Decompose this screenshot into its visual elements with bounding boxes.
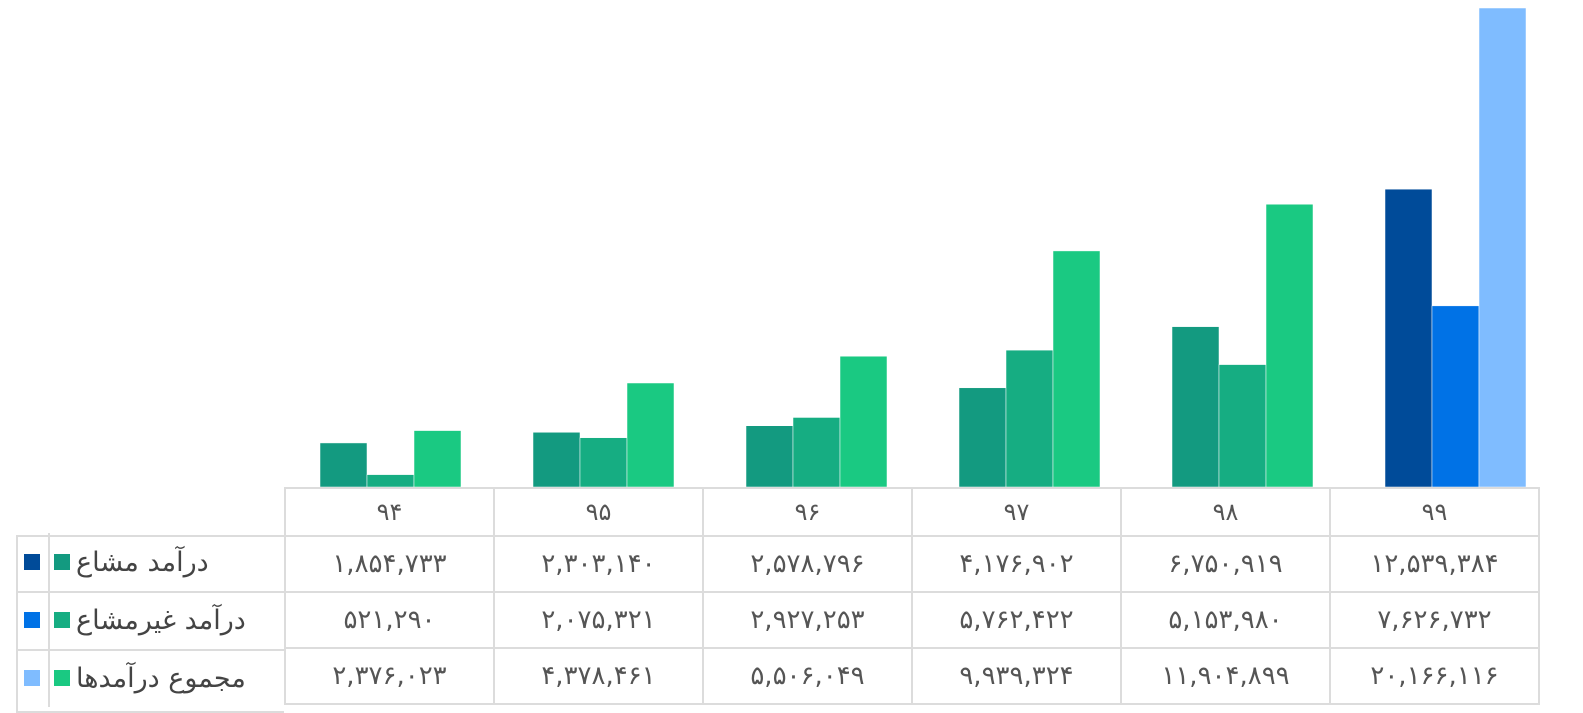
bar-series-3-5: [1478, 7, 1527, 487]
legend-swatch: [54, 554, 70, 570]
data-cell: ۲,۳۰۳,۱۴۰: [493, 535, 704, 593]
bar-series-2-2: [792, 417, 841, 487]
bar-series-2-0: [366, 474, 415, 487]
data-cell: ۵۲۱,۲۹۰: [284, 591, 495, 649]
data-cell: ۵,۵۰۶,۰۴۹: [702, 647, 913, 705]
data-cell: ۵,۱۵۳,۹۸۰: [1120, 591, 1331, 649]
data-cell: ۲,۹۲۷,۲۵۳: [702, 591, 913, 649]
category-label: ۹۵: [493, 487, 704, 537]
legend-label: درآمد مشاع: [76, 546, 209, 578]
data-cell: ۴,۳۷۸,۴۶۱: [493, 647, 704, 705]
legend-divider: [16, 591, 284, 593]
legend-swatch-dark: [24, 554, 40, 570]
category-label: ۹۴: [284, 487, 495, 537]
data-cell: ۱۲,۵۳۹,۳۸۴: [1329, 535, 1540, 593]
legend-column: [16, 535, 284, 713]
bar-series-3-1: [626, 382, 675, 487]
legend-separator: [48, 649, 50, 707]
legend-label: درآمد غیرمشاع: [76, 604, 246, 636]
table-row-series-2: ۵۲۱,۲۹۰ ۲,۰۷۵,۳۲۱ ۲,۹۲۷,۲۵۳ ۵,۷۶۲,۴۲۲ ۵,…: [284, 591, 1540, 649]
category-label: ۹۸: [1120, 487, 1331, 537]
legend-swatch: [54, 670, 70, 686]
bar-series-1-1: [532, 432, 581, 487]
legend-swatch-dark: [24, 670, 40, 686]
data-cell: ۵,۷۶۲,۴۲۲: [911, 591, 1122, 649]
data-cell: ۱۱,۹۰۴,۸۹۹: [1120, 647, 1331, 705]
legend-separator: [48, 533, 50, 591]
bar-series-1-5: [1384, 188, 1433, 487]
data-cell: ۲,۵۷۸,۷۹۶: [702, 535, 913, 593]
bars-plot: [319, 7, 1527, 487]
bar-series-1-0: [319, 442, 368, 487]
data-cell: ۲,۰۷۵,۳۲۱: [493, 591, 704, 649]
table-row-series-3: ۲,۳۷۶,۰۲۳ ۴,۳۷۸,۴۶۱ ۵,۵۰۶,۰۴۹ ۹,۹۳۹,۳۲۴ …: [284, 647, 1540, 705]
category-label: ۹۷: [911, 487, 1122, 537]
data-cell: ۲۰,۱۶۶,۱۱۶: [1329, 647, 1540, 705]
bar-series-3-4: [1265, 203, 1314, 487]
category-row: ۹۴ ۹۵ ۹۶ ۹۷ ۹۸ ۹۹: [284, 487, 1540, 537]
bar-series-2-1: [579, 437, 628, 487]
bar-series-2-4: [1218, 364, 1267, 487]
legend-swatch: [54, 612, 70, 628]
table-row-series-1: ۱,۸۵۴,۷۳۳ ۲,۳۰۳,۱۴۰ ۲,۵۷۸,۷۹۶ ۴,۱۷۶,۹۰۲ …: [284, 535, 1540, 593]
data-cell: ۶,۷۵۰,۹۱۹: [1120, 535, 1331, 593]
data-cell: ۲,۳۷۶,۰۲۳: [284, 647, 495, 705]
category-label: ۹۶: [702, 487, 913, 537]
data-cell: ۷,۶۲۶,۷۳۲: [1329, 591, 1540, 649]
bar-series-3-3: [1052, 250, 1101, 487]
legend-swatch-dark: [24, 612, 40, 628]
bar-series-2-5: [1431, 305, 1480, 487]
data-cell: ۴,۱۷۶,۹۰۲: [911, 535, 1122, 593]
legend-item-series-1: درآمد مشاع: [16, 533, 284, 591]
bar-series-3-0: [413, 430, 462, 487]
category-label: ۹۹: [1329, 487, 1540, 537]
legend-item-series-3: مجموع درآمدها: [16, 649, 284, 707]
bar-series-2-3: [1005, 349, 1054, 487]
bar-series-1-4: [1171, 326, 1220, 487]
bar-series-1-3: [958, 387, 1007, 487]
legend-separator: [48, 591, 50, 649]
data-cell: ۹,۹۳۹,۳۲۴: [911, 647, 1122, 705]
bar-series-1-2: [745, 425, 794, 487]
data-table: ۹۴ ۹۵ ۹۶ ۹۷ ۹۸ ۹۹ ۱,۸۵۴,۷۳۳ ۲,۳۰۳,۱۴۰ ۲,…: [284, 487, 1540, 705]
bar-series-3-2: [839, 355, 888, 487]
legend-item-series-2: درآمد غیرمشاع: [16, 591, 284, 649]
legend-divider: [16, 649, 284, 651]
data-cell: ۱,۸۵۴,۷۳۳: [284, 535, 495, 593]
legend-label: مجموع درآمدها: [76, 662, 246, 694]
